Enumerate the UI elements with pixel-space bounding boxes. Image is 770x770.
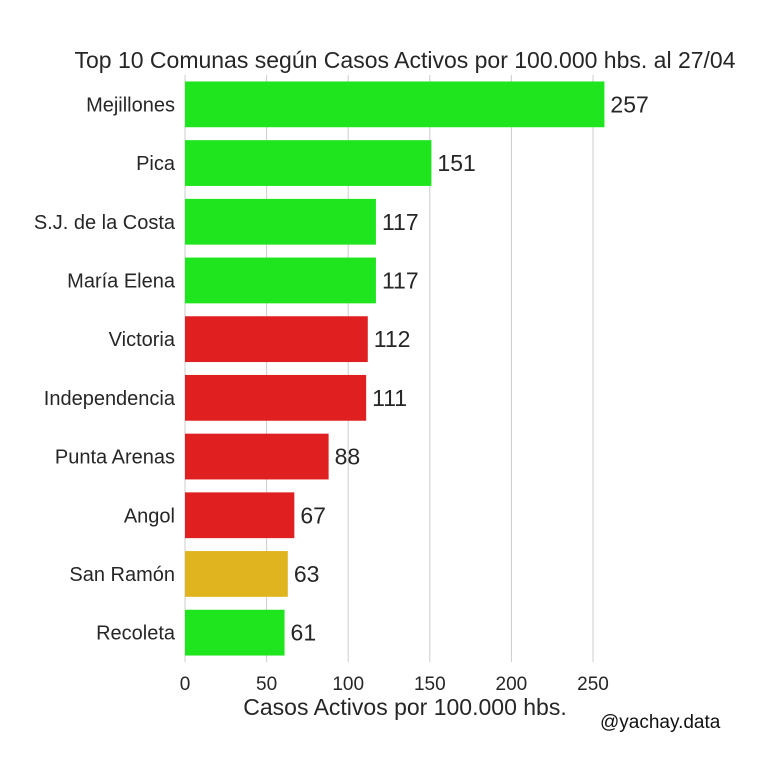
bar bbox=[185, 609, 285, 656]
category-label: Pica bbox=[136, 153, 176, 175]
bar bbox=[185, 433, 329, 480]
value-label: 117 bbox=[382, 267, 419, 293]
x-tick-label: 150 bbox=[414, 674, 446, 695]
bar bbox=[185, 374, 367, 421]
bar bbox=[185, 257, 376, 304]
bar bbox=[185, 198, 376, 245]
bar bbox=[185, 316, 368, 363]
value-label: 112 bbox=[374, 326, 411, 352]
value-label: 88 bbox=[335, 444, 361, 470]
category-label: Independencia bbox=[44, 388, 176, 410]
x-tick-label: 200 bbox=[496, 674, 528, 695]
category-labels: Mejillones Pica S.J. de la Costa María Elen… bbox=[34, 94, 176, 644]
category-label: San Ramón bbox=[69, 564, 175, 586]
x-tick-label: 50 bbox=[256, 674, 277, 695]
category-label: Mejillones bbox=[86, 94, 175, 116]
category-label: Recoleta bbox=[96, 623, 176, 645]
value-label: 63 bbox=[294, 561, 320, 587]
bar bbox=[185, 140, 432, 186]
watermark: @yachay.data bbox=[600, 712, 721, 733]
value-label: 151 bbox=[437, 150, 475, 176]
bar bbox=[185, 492, 295, 539]
category-label: S.J. de la Costa bbox=[34, 212, 176, 234]
x-tick-labels: 0 50 100 150 200 250 bbox=[180, 674, 609, 695]
x-axis-label: Casos Activos por 100.000 hbs. bbox=[243, 694, 566, 720]
x-tick-label: 0 bbox=[180, 674, 191, 695]
value-label: 257 bbox=[610, 91, 648, 117]
x-tick-label: 250 bbox=[577, 674, 609, 695]
value-label: 61 bbox=[291, 620, 317, 646]
value-label: 117 bbox=[382, 209, 419, 235]
x-tick-label: 100 bbox=[332, 674, 364, 695]
bars bbox=[185, 81, 605, 656]
bar bbox=[185, 551, 288, 597]
category-label: Punta Arenas bbox=[55, 447, 175, 469]
chart-title: Top 10 Comunas según Casos Activos por 1… bbox=[74, 47, 735, 73]
category-label: Angol bbox=[124, 505, 175, 527]
category-label: María Elena bbox=[67, 270, 176, 292]
value-labels: 257 151 117 117 112 111 88 67 63 61 bbox=[291, 91, 649, 645]
value-label: 67 bbox=[300, 502, 326, 528]
category-label: Victoria bbox=[109, 329, 176, 351]
value-label: 111 bbox=[372, 385, 407, 411]
bar bbox=[185, 81, 605, 128]
